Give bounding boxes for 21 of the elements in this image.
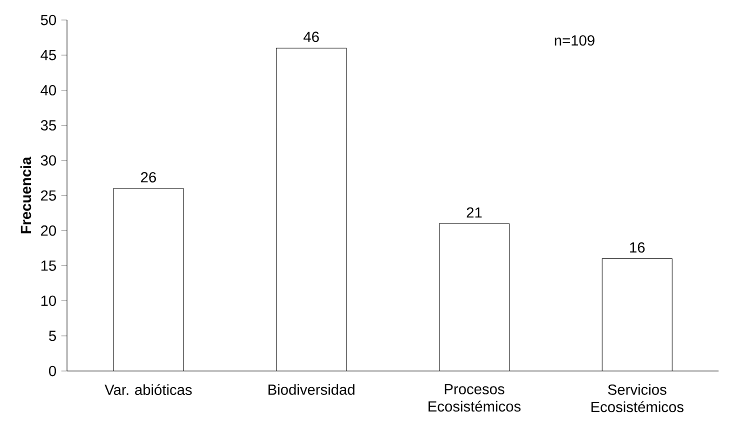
data-label: 16: [630, 242, 645, 253]
data-label: 21: [466, 207, 482, 218]
data-label: 46: [304, 32, 319, 42]
y-tick-label: 5: [49, 330, 56, 342]
x-tick-label: Procesos Ecosistémicos: [428, 384, 521, 412]
annotation: n=109: [554, 35, 594, 46]
y-tick-label: 10: [41, 296, 56, 306]
y-tick-label: 30: [40, 155, 56, 166]
y-tick-label: 0: [49, 366, 56, 376]
data-label: 26: [141, 172, 156, 182]
y-tick-label: 45: [40, 50, 56, 60]
y-tick-label: 15: [41, 260, 56, 271]
x-tick-label: Biodiversidad: [268, 384, 354, 395]
x-tick-label: Var. abióticas: [104, 384, 192, 396]
y-tick-label: 40: [40, 85, 56, 96]
y-tick-label: 35: [40, 120, 56, 130]
y-tick-label: 25: [41, 190, 56, 201]
y-tick-label: 50: [40, 14, 56, 26]
y-tick-label: 20: [41, 225, 56, 236]
x-tick-label: Servicios Ecosistémicos: [591, 384, 684, 412]
y-axis-title: Frecuencia: [20, 156, 32, 234]
